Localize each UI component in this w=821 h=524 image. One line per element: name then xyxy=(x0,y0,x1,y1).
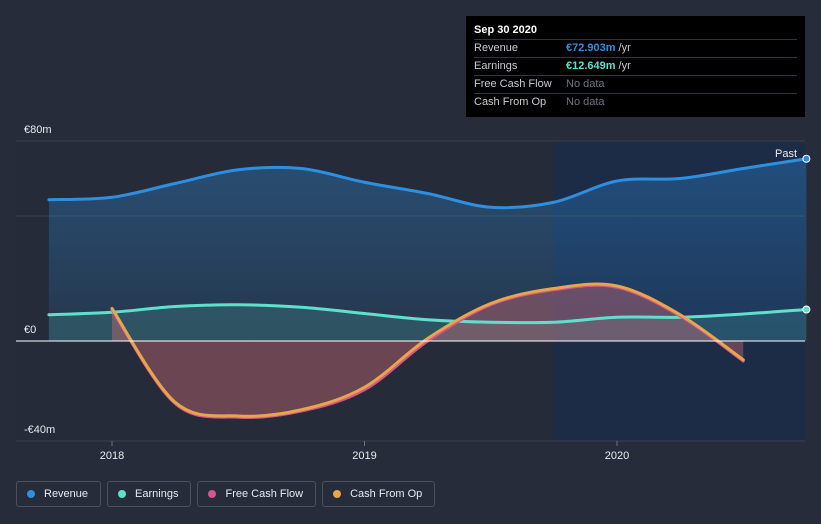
legend-label: Free Cash Flow xyxy=(225,488,304,500)
legend-item-cash-from-op[interactable]: Cash From Op xyxy=(322,481,436,507)
x-tick-label: 2020 xyxy=(605,450,629,462)
tooltip-row-value: No data xyxy=(566,78,605,90)
marker-earnings xyxy=(802,305,811,314)
legend: Revenue Earnings Free Cash Flow Cash From O… xyxy=(16,481,436,507)
area-cfo xyxy=(112,284,744,417)
tooltip-row-label: Cash From Op xyxy=(474,96,547,108)
tooltip-row: Revenue €72.903m/yr xyxy=(474,39,797,57)
x-tick-label: 2019 xyxy=(352,450,376,462)
tooltip-row-value: €12.649m xyxy=(566,60,616,72)
legend-item-earnings[interactable]: Earnings xyxy=(107,481,192,507)
tooltip-panel: Sep 30 2020 Revenue €72.903m/yr Earnings €1… xyxy=(466,16,805,117)
marker-revenue xyxy=(802,154,811,163)
legend-dot-icon xyxy=(27,490,35,498)
tooltip-row-value: €72.903m xyxy=(566,42,616,54)
legend-label: Earnings xyxy=(135,488,179,500)
tooltip-row-label: Revenue xyxy=(474,42,519,54)
line-cfo xyxy=(110,282,745,418)
legend-dot-icon xyxy=(118,490,127,498)
y-tick-label: €0 xyxy=(24,324,36,336)
x-tick-label: 2018 xyxy=(100,450,124,462)
tooltip-row-value: No data xyxy=(566,96,605,108)
legend-label: Revenue xyxy=(44,488,89,500)
line-revenue xyxy=(47,157,808,210)
past-label: Past xyxy=(775,148,797,160)
tooltip-row: Free Cash Flow No data xyxy=(474,75,797,93)
tooltip-date: Sep 30 2020 xyxy=(474,24,537,36)
legend-item-free-cash-flow[interactable]: Free Cash Flow xyxy=(197,481,317,507)
legend-dot-icon xyxy=(208,490,217,498)
tooltip-row-unit: /yr xyxy=(618,60,631,72)
tooltip-row-label: Free Cash Flow xyxy=(474,78,552,90)
area-earnings xyxy=(48,304,807,341)
legend-label: Cash From Op xyxy=(350,488,423,500)
legend-dot-icon xyxy=(333,490,342,498)
y-tick-label: €80m xyxy=(24,124,52,136)
y-tick-label: -€40m xyxy=(24,424,55,436)
tooltip-row-unit: /yr xyxy=(618,42,631,54)
area-revenue xyxy=(48,158,807,341)
tooltip-row: Cash From Op No data xyxy=(474,93,797,111)
legend-item-revenue[interactable]: Revenue xyxy=(16,481,102,507)
tooltip-row: Earnings €12.649m/yr xyxy=(474,57,797,75)
tooltip-row-label: Earnings xyxy=(474,60,518,72)
